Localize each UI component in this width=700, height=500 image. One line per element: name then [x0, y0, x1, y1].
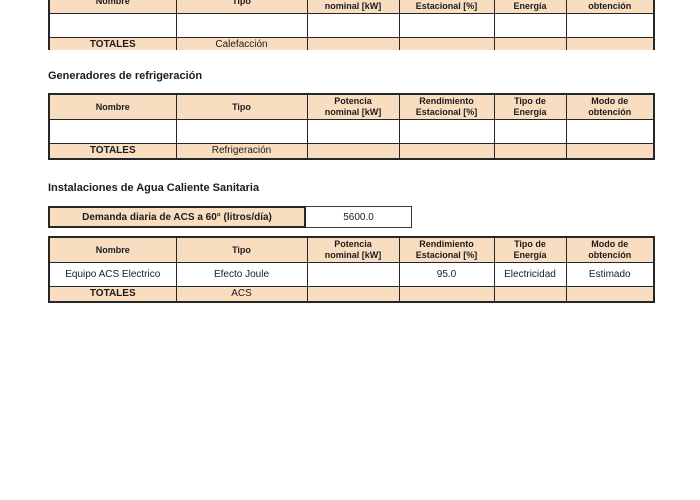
totals-row: TOTALES Calefacción — [48, 36, 655, 50]
col-header-rendimiento: Rendimiento Estacional [%] — [398, 0, 495, 14]
empty-cell — [398, 12, 495, 38]
totals-tipo: ACS — [175, 285, 308, 303]
empty-cell — [306, 142, 400, 160]
empty-cell — [565, 12, 655, 38]
empty-cell — [493, 12, 567, 38]
col-header-rendimiento: Rendimiento Estacional [%] — [398, 236, 495, 263]
empty-cell — [306, 12, 400, 38]
section-title-acs: Instalaciones de Agua Caliente Sanitaria — [48, 182, 260, 194]
totals-label: TOTALES — [48, 36, 177, 50]
col-header-rendimiento: Rendimiento Estacional [%] — [398, 93, 495, 120]
col-header-modo: Modo de obtención — [565, 93, 655, 120]
col-header-tipo-energia: Tipo de Energía — [493, 93, 567, 120]
header-row: Nombre Tipo Potencia nominal [kW] Rendim… — [48, 93, 655, 120]
empty-cell — [493, 285, 567, 303]
empty-cell — [175, 12, 308, 38]
col-header-modo: Modo de obtención — [565, 236, 655, 263]
col-header-modo: Modo de obtención — [565, 0, 655, 14]
totals-label: TOTALES — [48, 142, 177, 160]
col-header-tipo-energia: Tipo de Energía — [493, 0, 567, 14]
col-header-potencia: Potencia nominal [kW] — [306, 236, 400, 263]
header-row: Nombre Tipo Potencia nominal [kW] Rendim… — [48, 0, 655, 14]
calefaccion-section: Nombre Tipo Potencia nominal [kW] Rendim… — [48, 0, 655, 50]
cell-nombre: Equipo ACS Electrico — [48, 261, 177, 287]
empty-cell — [565, 142, 655, 160]
totals-row: TOTALES ACS — [48, 285, 655, 303]
cell-tipo-energia: Electricidad — [493, 261, 567, 287]
totals-tipo: Refrigeración — [175, 142, 308, 160]
section-title-refrigeracion: Generadores de refrigeración — [48, 70, 203, 82]
cell-modo: Estimado — [565, 261, 655, 287]
col-header-nombre: Nombre — [48, 236, 177, 263]
acs-table: Nombre Tipo Potencia nominal [kW] Rendim… — [48, 236, 655, 303]
cell-potencia — [306, 261, 400, 287]
empty-cell — [48, 12, 177, 38]
page-content: Nombre Tipo Potencia nominal [kW] Rendim… — [48, 0, 655, 303]
calefaccion-table: Nombre Tipo Potencia nominal [kW] Rendim… — [48, 0, 655, 50]
totals-label: TOTALES — [48, 285, 177, 303]
empty-row — [48, 118, 655, 144]
empty-cell — [48, 118, 177, 144]
demanda-row: Demanda diaria de ACS a 60° (litros/día)… — [48, 206, 655, 228]
empty-cell — [398, 36, 495, 50]
col-header-tipo-energia: Tipo de Energía — [493, 236, 567, 263]
table-row: Equipo ACS Electrico Efecto Joule 95.0 E… — [48, 261, 655, 287]
empty-cell — [306, 285, 400, 303]
col-header-potencia: Potencia nominal [kW] — [306, 93, 400, 120]
empty-row — [48, 12, 655, 38]
empty-cell — [565, 36, 655, 50]
empty-cell — [565, 285, 655, 303]
empty-cell — [493, 118, 567, 144]
empty-cell — [175, 118, 308, 144]
col-header-potencia: Potencia nominal [kW] — [306, 0, 400, 14]
empty-cell — [306, 36, 400, 50]
cell-tipo: Efecto Joule — [175, 261, 308, 287]
demanda-value: 5600.0 — [306, 206, 412, 228]
empty-cell — [306, 118, 400, 144]
col-header-nombre: Nombre — [48, 0, 177, 14]
empty-cell — [398, 285, 495, 303]
col-header-nombre: Nombre — [48, 93, 177, 120]
demanda-label: Demanda diaria de ACS a 60° (litros/día) — [48, 206, 306, 228]
refrigeracion-table: Nombre Tipo Potencia nominal [kW] Rendim… — [48, 93, 655, 160]
empty-cell — [565, 118, 655, 144]
col-header-tipo: Tipo — [175, 0, 308, 14]
cell-rendimiento: 95.0 — [398, 261, 495, 287]
col-header-tipo: Tipo — [175, 236, 308, 263]
empty-cell — [398, 142, 495, 160]
empty-cell — [493, 142, 567, 160]
totals-tipo: Calefacción — [175, 36, 308, 50]
empty-cell — [398, 118, 495, 144]
col-header-tipo: Tipo — [175, 93, 308, 120]
header-row: Nombre Tipo Potencia nominal [kW] Rendim… — [48, 236, 655, 263]
totals-row: TOTALES Refrigeración — [48, 142, 655, 160]
empty-cell — [493, 36, 567, 50]
